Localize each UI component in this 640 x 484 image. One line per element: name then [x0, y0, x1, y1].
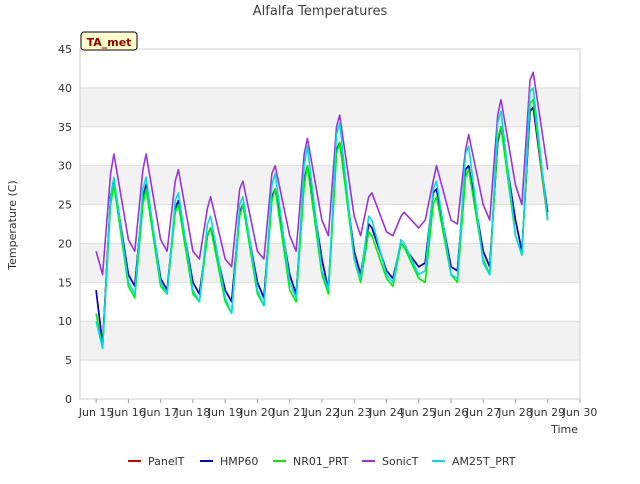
series-lines	[95, 71, 549, 350]
y-tick-labels: 0 5 10 15 20 25 30 35 40 45	[58, 43, 72, 406]
plot-band	[80, 321, 580, 361]
y-tick-label: 40	[58, 82, 72, 95]
x-tick-label: Jun 19	[207, 406, 243, 419]
y-tick-label: 10	[58, 315, 72, 328]
x-tick-label: Jun 24	[368, 406, 404, 419]
x-axis-label: Time	[550, 423, 578, 436]
badge-label: TA_met	[87, 36, 132, 49]
x-tick-label: Jun 23	[336, 406, 372, 419]
x-tick-label: Jun 25	[400, 406, 436, 419]
legend-label: HMP60	[220, 455, 258, 468]
x-tick-label: Jun 26	[433, 406, 469, 419]
x-tick-label: Jun 28	[497, 406, 533, 419]
y-tick-label: 20	[58, 237, 72, 250]
legend: PanelT HMP60 NR01_PRT SonicT AM25T_PRT	[128, 455, 516, 468]
x-tick-label: Jun 21	[271, 406, 307, 419]
plot-frame	[79, 48, 581, 400]
x-tick-label: Jun 17	[142, 406, 178, 419]
plot-band	[80, 165, 580, 205]
ta-met-badge: TA_met	[80, 31, 138, 51]
legend-label: NR01_PRT	[293, 455, 349, 468]
y-tick-label: 25	[58, 199, 72, 212]
y-tick-label: 35	[58, 121, 72, 134]
legend-label: SonicT	[382, 455, 419, 468]
x-tick-label: Jun 22	[304, 406, 340, 419]
chart-title: Alfalfa Temperatures	[253, 4, 388, 19]
x-tick-label: Jun 30	[562, 406, 598, 419]
y-tick-label: 5	[65, 354, 72, 367]
series-line-sonict	[95, 71, 549, 276]
y-tick-label: 30	[58, 160, 72, 173]
legend-label: AM25T_PRT	[452, 455, 516, 468]
x-tick-label: Jun 15	[78, 406, 114, 419]
x-tick-label: Jun 20	[239, 406, 275, 419]
plot-background	[80, 49, 580, 399]
x-tick-label: Jun 18	[175, 406, 211, 419]
y-tick-label: 0	[65, 393, 72, 406]
x-tick-label: Jun 29	[529, 406, 565, 419]
y-axis-label: Temperature (C)	[6, 180, 19, 270]
x-tick-label: Jun 16	[110, 406, 146, 419]
series-line-am25t-prt	[95, 87, 549, 350]
legend-label: PanelT	[148, 455, 185, 468]
x-tick-label: Jun 27	[465, 406, 501, 419]
y-tick-label: 15	[58, 276, 72, 289]
y-tick-label: 45	[58, 43, 72, 56]
badge-box	[80, 31, 138, 51]
